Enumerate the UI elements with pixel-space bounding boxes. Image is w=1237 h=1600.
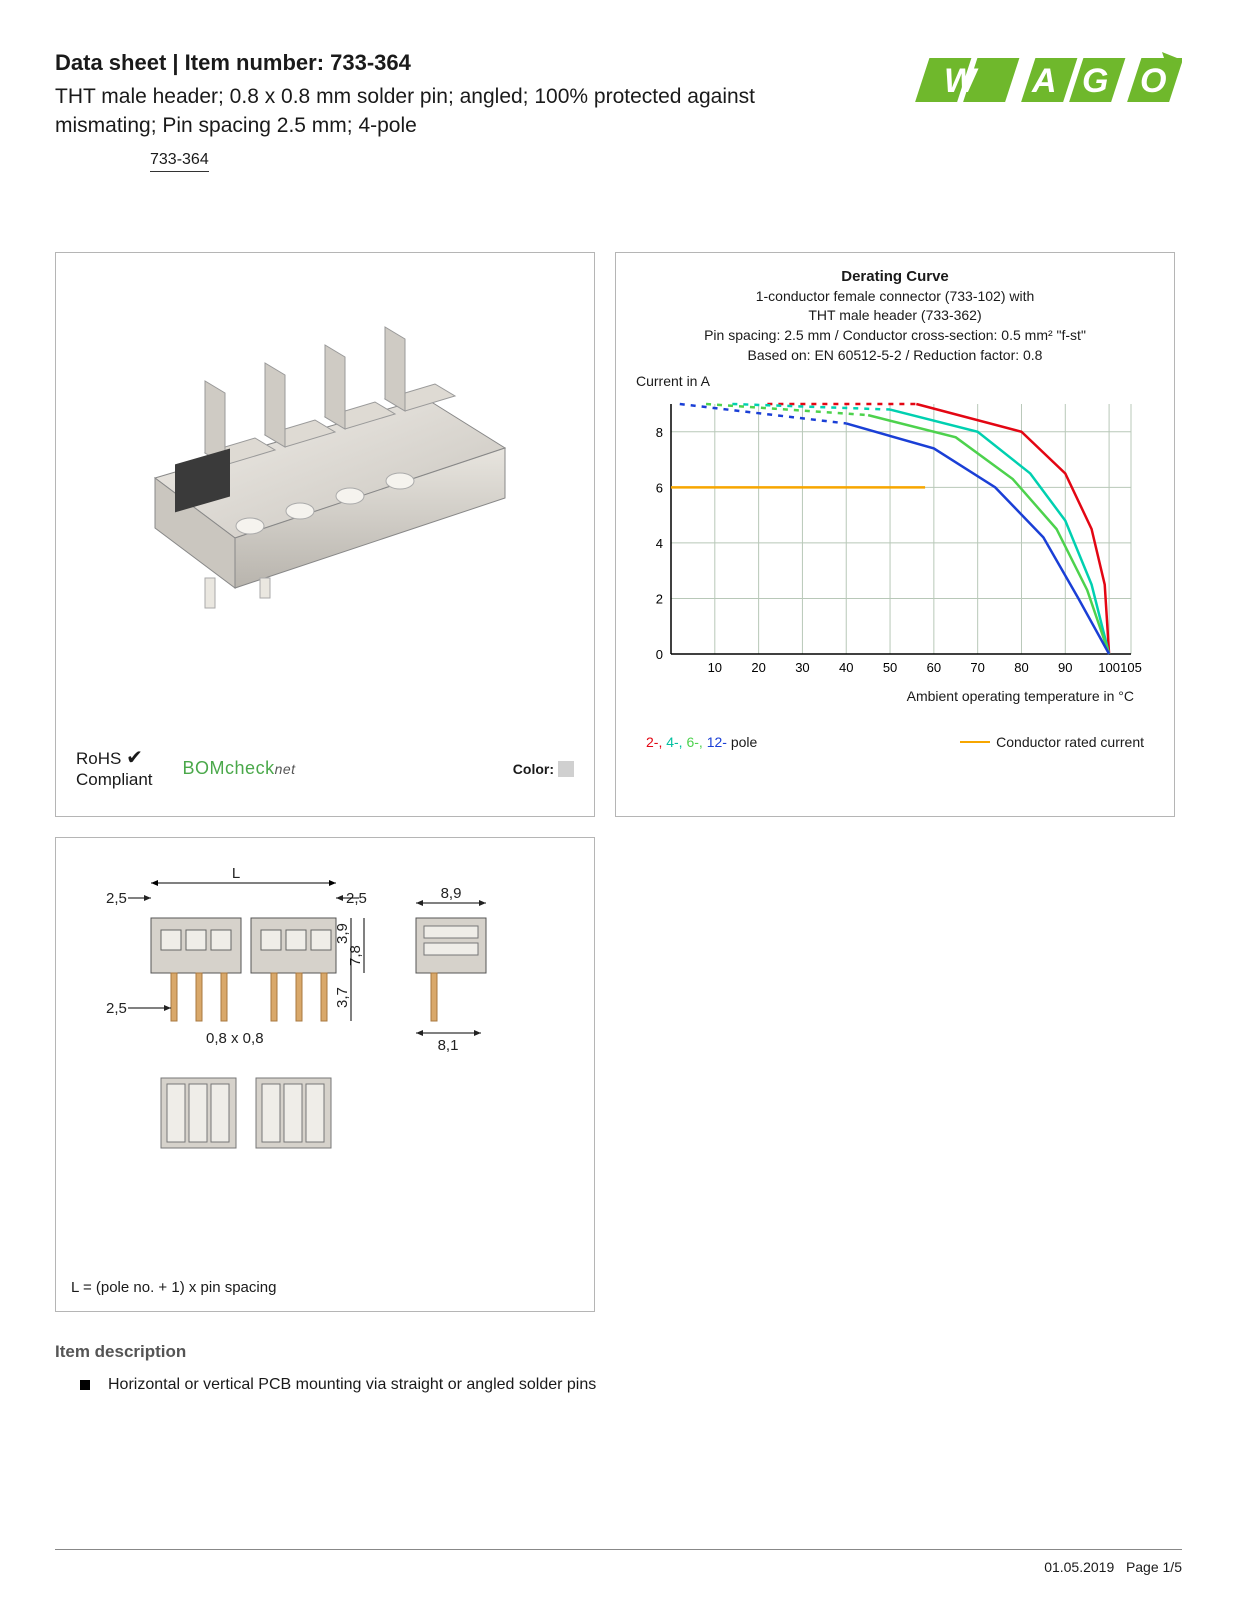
legend-12pole: 12- [707,734,731,750]
legend-rated: Conductor rated current [960,734,1144,750]
dim-25-bl: 2,5 [106,1000,127,1017]
chart-sub2: THT male header (733-362) [636,306,1154,326]
x-axis-label: Ambient operating temperature in °C [636,688,1154,704]
svg-text:100: 100 [1098,660,1120,675]
dim-78: 7,8 [347,945,364,966]
derating-chart: 10 20 30 40 50 60 70 80 90 100105 0 2 4 6 8 [636,399,1146,679]
dim-89: 8,9 [441,885,462,902]
y-axis-label: Current in A [636,373,1154,389]
footer-rule [55,1549,1182,1550]
panels-row: RoHS ✔ Compliant BOMchecknet Color: Dera… [55,252,1182,817]
title-sep: | [166,50,184,75]
svg-text:80: 80 [1014,660,1028,675]
legend-2pole: 2-, [646,734,666,750]
svg-text:G: G [1082,62,1108,100]
dimension-panel: L 2,5 2,5 2,5 0,8 x 0,8 [55,837,595,1312]
svg-text:10: 10 [708,660,722,675]
svg-text:W: W [944,62,979,100]
compliance-row: RoHS ✔ Compliant BOMchecknet Color: [76,746,574,790]
product-render [66,263,584,653]
svg-text:105: 105 [1120,660,1142,675]
svg-text:30: 30 [795,660,809,675]
rohs-badge: RoHS ✔ Compliant [76,746,153,790]
svg-text:40: 40 [839,660,853,675]
legend-poles: 2-, 4-, 6-, 12- pole [646,734,757,750]
product-panel: RoHS ✔ Compliant BOMchecknet Color: [55,252,595,817]
bomcheck-text: BOMcheck [183,758,275,778]
dim-L: L [232,865,240,882]
chart-title: Derating Curve [636,268,1154,285]
dim-81: 8,1 [438,1037,459,1054]
legend-pole-word: pole [731,734,757,750]
svg-text:20: 20 [751,660,765,675]
svg-text:O: O [1140,62,1166,100]
chart-legend: 2-, 4-, 6-, 12- pole Conductor rated cur… [636,734,1154,750]
svg-text:A: A [1031,62,1057,100]
chart-sub3: Pin spacing: 2.5 mm / Conductor cross-se… [636,326,1154,346]
color-swatch [558,761,574,777]
dim-25-tl: 2,5 [106,890,127,907]
title-prefix: Data sheet [55,50,166,75]
dim-39: 3,9 [334,923,351,944]
title-line: Data sheet | Item number: 733-364 [55,50,892,76]
svg-text:70: 70 [970,660,984,675]
legend-6pole: 6-, [686,734,706,750]
chart-sub1: 1-conductor female connector (733-102) w… [636,287,1154,307]
svg-text:4: 4 [656,536,663,551]
bullet-text: Horizontal or vertical PCB mounting via … [108,1376,596,1394]
svg-text:90: 90 [1058,660,1072,675]
legend-rated-text: Conductor rated current [996,734,1144,750]
part-ref-link[interactable]: 733-364 [150,151,209,172]
svg-text:2: 2 [656,592,663,607]
description-bullet: Horizontal or vertical PCB mounting via … [80,1376,1182,1394]
rohs-compliant: Compliant [76,770,153,789]
dimension-drawing: L 2,5 2,5 2,5 0,8 x 0,8 [76,858,576,1238]
brand-logo: W A G O [892,50,1182,110]
color-label-text: Color: [513,761,554,777]
svg-text:50: 50 [883,660,897,675]
check-icon: ✔ [126,747,143,769]
footer-page: Page 1/5 [1126,1559,1182,1575]
description-heading: Item description [55,1342,1182,1362]
bomcheck-suffix: net [275,761,296,777]
footer-date: 01.05.2019 [1044,1559,1114,1575]
svg-text:0: 0 [656,647,663,662]
legend-line-icon [960,741,990,743]
page-header: Data sheet | Item number: 733-364 THT ma… [55,50,1182,172]
dim-37: 3,7 [334,987,351,1008]
bomcheck-badge: BOMchecknet [183,758,296,779]
title-item-label: Item number: [185,50,330,75]
title-item-number: 733-364 [330,50,411,75]
svg-text:6: 6 [656,480,663,495]
dim-pin: 0,8 x 0,8 [206,1030,264,1047]
footer: 01.05.2019 Page 1/5 [1044,1559,1182,1575]
chart-sub4: Based on: EN 60512-5-2 / Reduction facto… [636,346,1154,366]
chart-panel: Derating Curve 1-conductor female connec… [615,252,1175,817]
rohs-text: RoHS [76,749,121,768]
connector-illustration [75,278,575,638]
svg-text:8: 8 [656,425,663,440]
dimension-note: L = (pole no. + 1) x pin spacing [71,1279,276,1296]
chart-area: 10 20 30 40 50 60 70 80 90 100105 0 2 4 6 8 [636,399,1154,684]
subtitle: THT male header; 0.8 x 0.8 mm solder pin… [55,82,805,141]
color-indicator: Color: [513,761,574,777]
svg-text:60: 60 [927,660,941,675]
bullet-icon [80,1380,90,1390]
header-text: Data sheet | Item number: 733-364 THT ma… [55,50,892,172]
legend-4pole: 4-, [666,734,686,750]
